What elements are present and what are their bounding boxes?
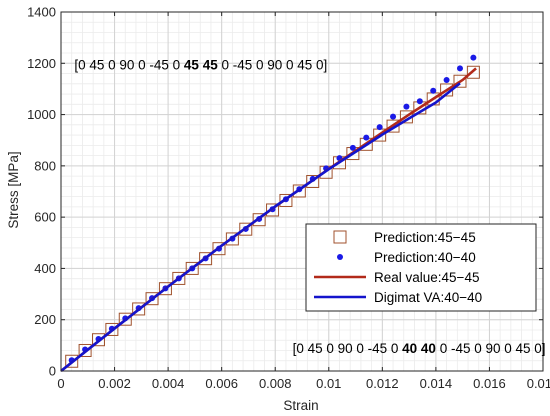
series-line [60,82,461,373]
dot-marker [363,134,370,141]
dot-marker [390,113,397,120]
square-marker [158,282,172,296]
legend-label: Real value:45−45 [374,270,479,285]
axes: 0 0.002 0.004 0.006 0.008 0.01 0.012 0.014 0.016… [27,5,550,392]
x-tick-label: 0.008 [259,376,292,391]
square-marker [466,65,480,79]
square-marker [132,302,146,316]
dot-marker [443,76,450,83]
square-marker [239,222,253,236]
x-tick-label: 0.014 [420,376,453,391]
legend-symbol-1 [337,254,343,260]
legend-label: Digimat VA:40−40 [374,290,482,305]
x-tick-label: 0.004 [152,376,185,391]
square-marker [292,184,306,198]
square-marker [386,119,400,133]
square-marker [266,203,280,217]
dot-marker [416,98,423,105]
y-axis-title: Stress [MPa] [6,151,21,228]
annotations: [0 45 0 90 0 -45 0 45 45 0 -45 0 90 0 45… [74,58,545,356]
square-marker [78,343,92,357]
y-tick-label: 200 [34,312,56,327]
x-axis-title: Strain [283,398,318,413]
y-tick-label: 600 [34,210,56,225]
annotation-part: [0 45 0 90 0 -45 0 [74,58,184,73]
x-tick-label: 0.006 [205,376,238,391]
x-tick-label: 0.018 [527,376,550,391]
annotation-part: [0 45 0 90 0 -45 0 [293,341,403,356]
annotation-part: 0 -45 0 90 0 45 0] [436,341,546,356]
y-tick-label: 800 [34,158,56,173]
y-tick-label: 400 [34,261,56,276]
legend-symbol-0 [333,230,347,244]
x-tick-label: 0.002 [98,376,131,391]
dot-marker [403,103,410,110]
annotation-bold-part: 45 45 [184,58,218,73]
stacking-sequence-annotation-1: [0 45 0 90 0 -45 0 40 40 0 -45 0 90 0 45… [293,341,546,356]
annotation-bold-part: 40 40 [402,341,436,356]
legend-label: Prediction:45−45 [374,230,476,245]
legend-square-swatch [333,230,347,244]
square-marker [306,174,320,188]
square-marker [212,242,226,256]
dot-marker [456,65,463,72]
square-marker [199,252,213,266]
square-marker [453,74,467,88]
square-marker [252,213,266,227]
y-tick-label: 1000 [27,107,56,122]
y-tick-label: 0 [49,364,56,379]
square-marker [185,261,199,275]
dot-marker [470,54,477,61]
square-marker [91,333,105,347]
series-0 [65,65,480,368]
square-marker [65,354,79,368]
series-3 [60,82,461,373]
y-tick-label: 1400 [27,5,56,20]
x-tick-label: 0.012 [366,376,399,391]
dot-marker [376,124,383,131]
y-tick-label: 1200 [27,56,56,71]
dot-marker [349,144,356,151]
square-marker [225,232,239,246]
axes-box [60,11,544,372]
stacking-sequence-annotation-0: [0 45 0 90 0 -45 0 45 45 0 -45 0 90 0 45… [74,58,327,73]
annotation-part: 0 -45 0 90 0 45 0] [218,58,328,73]
legend-label: Prediction:40−40 [374,250,476,265]
x-tick-label: 0 [57,376,64,391]
legend: Prediction:45−45 Prediction:40−40 Real val… [305,223,537,312]
legend-dot-swatch [337,254,343,260]
square-marker [172,271,186,285]
x-tick-label: 0.016 [473,376,506,391]
dot-marker [430,87,437,94]
square-marker [105,322,119,336]
x-tick-label: 0.01 [316,376,341,391]
square-marker [279,193,293,207]
square-marker [118,312,132,326]
square-marker [145,292,159,306]
